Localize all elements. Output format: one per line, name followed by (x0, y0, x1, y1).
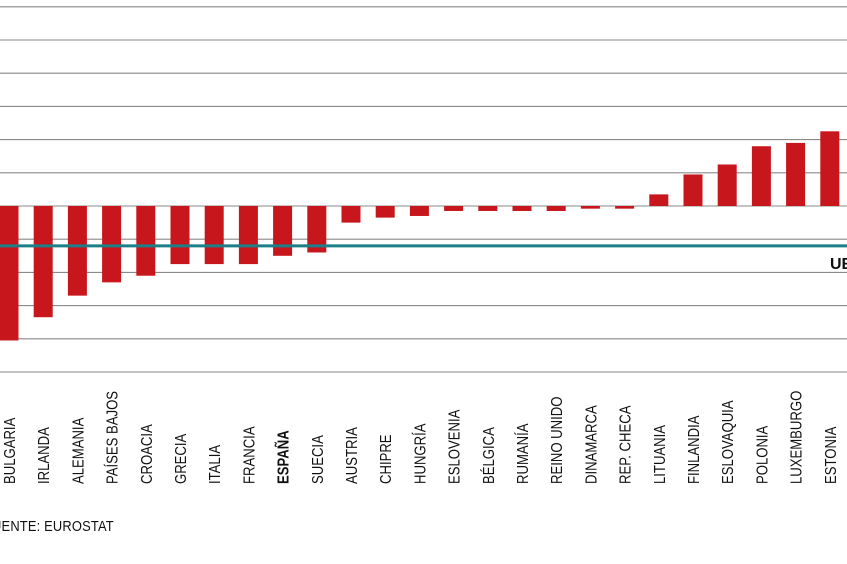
category-label: ESLOVENIA (446, 409, 463, 484)
bar-países-bajos (102, 206, 122, 283)
bars (0, 131, 840, 341)
category-label: SUECIA (310, 435, 327, 484)
bar-finlandia (683, 174, 703, 206)
category-label: POLONIA (754, 425, 771, 484)
category-label: BULGARIA (2, 417, 19, 484)
category-label: LUXEMBURGO (788, 391, 805, 484)
category-label: REP. CHECA (617, 405, 634, 484)
bar-rumanía (512, 206, 532, 211)
category-label: ALEMANIA (70, 417, 87, 484)
bar-francia (238, 206, 258, 265)
category-label: REINO UNIDO (549, 397, 566, 484)
bar-luxemburgo (786, 142, 806, 206)
bar-eslovenia (444, 206, 464, 211)
bar-eslovaquia (717, 164, 737, 206)
category-label: FRANCIA (241, 426, 258, 484)
bar-irlanda (33, 206, 53, 318)
bar-grecia (170, 206, 190, 265)
category-label: RUMANÍA (514, 423, 533, 484)
category-label: ESTONIA (823, 426, 840, 484)
bar-polonia (751, 146, 771, 206)
category-label: ESPAÑA (273, 430, 293, 484)
bar-chipre (375, 206, 395, 218)
category-label: GRECIA (173, 433, 190, 484)
category-labels: BULGARIA IRLANDA ALEMANIA PAÍSES BAJOS CROAC… (2, 391, 840, 484)
category-label: AUSTRIA (344, 427, 361, 484)
category-label: CHIPRE (378, 434, 395, 484)
category-label: DINAMARCA (583, 405, 600, 484)
category-label: BÉLGICA (480, 427, 499, 484)
bar-alemania (67, 206, 87, 296)
bar-rep-checa (615, 206, 635, 209)
category-label: ESLOVAQUIA (720, 400, 737, 484)
bar-bulgaria (0, 206, 19, 341)
bar-españa (273, 206, 293, 256)
bar-estonia (820, 131, 840, 206)
bar-austria (341, 206, 361, 223)
category-label: PAÍSES BAJOS (103, 391, 122, 484)
bar-hungría (409, 206, 429, 216)
category-label: ITALIA (207, 445, 224, 484)
reference-line-group: UE (0, 244, 847, 273)
bar-bélgica (478, 206, 498, 211)
bar-lituania (649, 194, 669, 206)
bar-suecia (307, 206, 327, 253)
eu-average-label: UE (830, 256, 847, 273)
category-label: CROACIA (139, 424, 156, 484)
category-label: FINLANDIA (686, 415, 703, 484)
source-note: FUENTE: EUROSTAT (0, 518, 114, 535)
category-label: HUNGRÍA (411, 423, 430, 484)
category-label: IRLANDA (36, 427, 53, 484)
bar-reino-unido (546, 206, 566, 211)
bar-italia (204, 206, 224, 265)
bar-dinamarca (580, 206, 600, 209)
bar-croacia (136, 206, 156, 276)
category-label: LITUANIA (652, 425, 669, 484)
